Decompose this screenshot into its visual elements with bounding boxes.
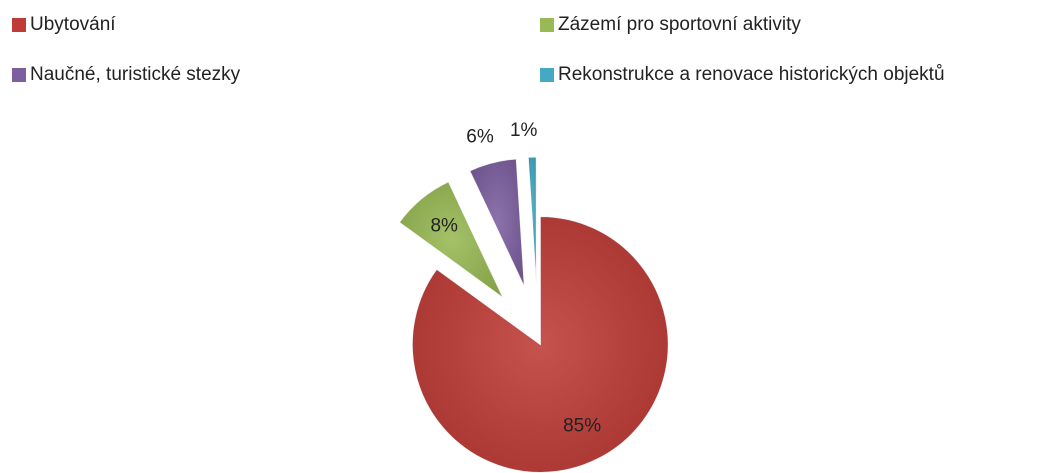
- pie-slice-shade: [399, 181, 503, 298]
- legend-label: Rekonstrukce a renovace historických obj…: [558, 64, 945, 85]
- data-label: 8%: [430, 216, 458, 237]
- legend-swatch: [540, 68, 554, 82]
- data-label: 85%: [563, 416, 601, 437]
- pie-slice-shade: [412, 216, 669, 473]
- pie-slice-shade: [469, 158, 525, 287]
- data-label: 1%: [510, 120, 538, 141]
- legend-swatch: [12, 68, 26, 82]
- legend-label: Naučné, turistické stezky: [30, 64, 241, 85]
- legend-label: Zázemí pro sportovní aktivity: [558, 14, 801, 35]
- pie-slice-shade: [528, 157, 537, 286]
- data-label: 6%: [466, 126, 494, 147]
- legend-swatch: [12, 18, 26, 32]
- legend-swatch: [540, 18, 554, 32]
- legend-label: Ubytování: [30, 14, 116, 35]
